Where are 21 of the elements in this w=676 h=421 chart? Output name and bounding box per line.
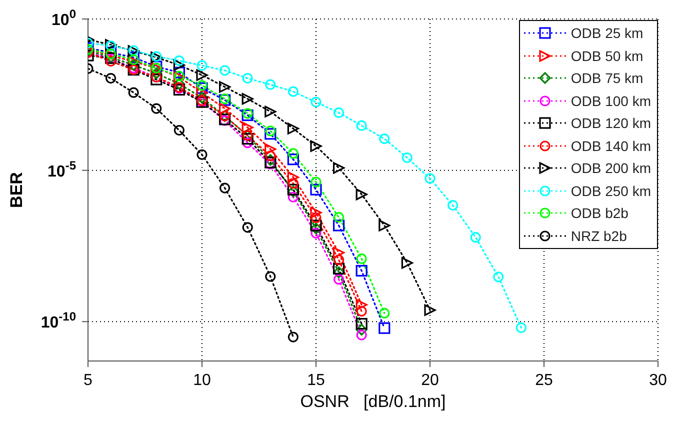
legend-label: ODB 50 km bbox=[570, 48, 644, 64]
legend-label: ODB 200 km bbox=[570, 160, 651, 176]
y-axis-title: BER bbox=[7, 172, 26, 208]
y-tick-label: 10$^{-5}$ bbox=[48, 158, 76, 180]
x-tick-label: 30 bbox=[649, 372, 667, 389]
y-tick-label: 10$^{-10}$ bbox=[40, 310, 76, 332]
legend-label: ODB 120 km bbox=[570, 115, 651, 132]
x-tick-label: 20 bbox=[421, 372, 439, 389]
x-tick-label: 5 bbox=[84, 372, 93, 389]
legend-label: ODB 100 km bbox=[570, 92, 651, 109]
legend-label: NRZ b2b bbox=[570, 228, 627, 244]
legend-label: ODB 75 km bbox=[570, 70, 644, 86]
legend-label: ODB 140 km bbox=[570, 138, 651, 154]
x-tick-label: 10 bbox=[193, 372, 211, 389]
legend-label: ODB b2b bbox=[570, 205, 628, 222]
legend-label: ODB 25 km bbox=[570, 25, 644, 42]
y-tick-label: 10$^{0}$ bbox=[52, 7, 76, 29]
legend-label: ODB 250 km bbox=[570, 182, 651, 199]
x-axis-title: OSNR [dB/0.1nm] bbox=[300, 392, 446, 411]
x-tick-label: 25 bbox=[535, 372, 553, 389]
x-tick-label: 15 bbox=[307, 372, 325, 389]
